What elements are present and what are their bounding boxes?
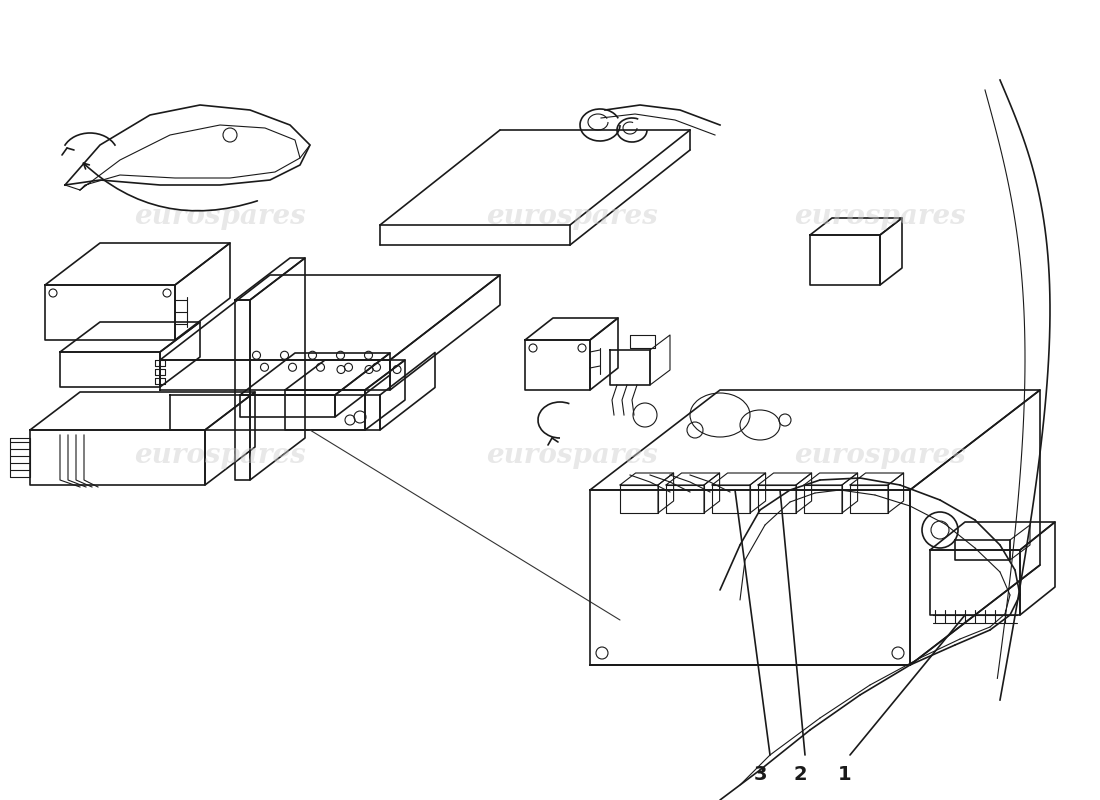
Text: eurospares: eurospares xyxy=(134,442,306,470)
Text: 3: 3 xyxy=(754,766,767,785)
Text: eurospares: eurospares xyxy=(794,442,966,470)
Text: 2: 2 xyxy=(793,766,806,785)
Text: eurospares: eurospares xyxy=(134,202,306,230)
Text: eurospares: eurospares xyxy=(486,442,658,470)
Text: eurospares: eurospares xyxy=(794,202,966,230)
Text: eurospares: eurospares xyxy=(486,202,658,230)
Text: 1: 1 xyxy=(838,766,851,785)
